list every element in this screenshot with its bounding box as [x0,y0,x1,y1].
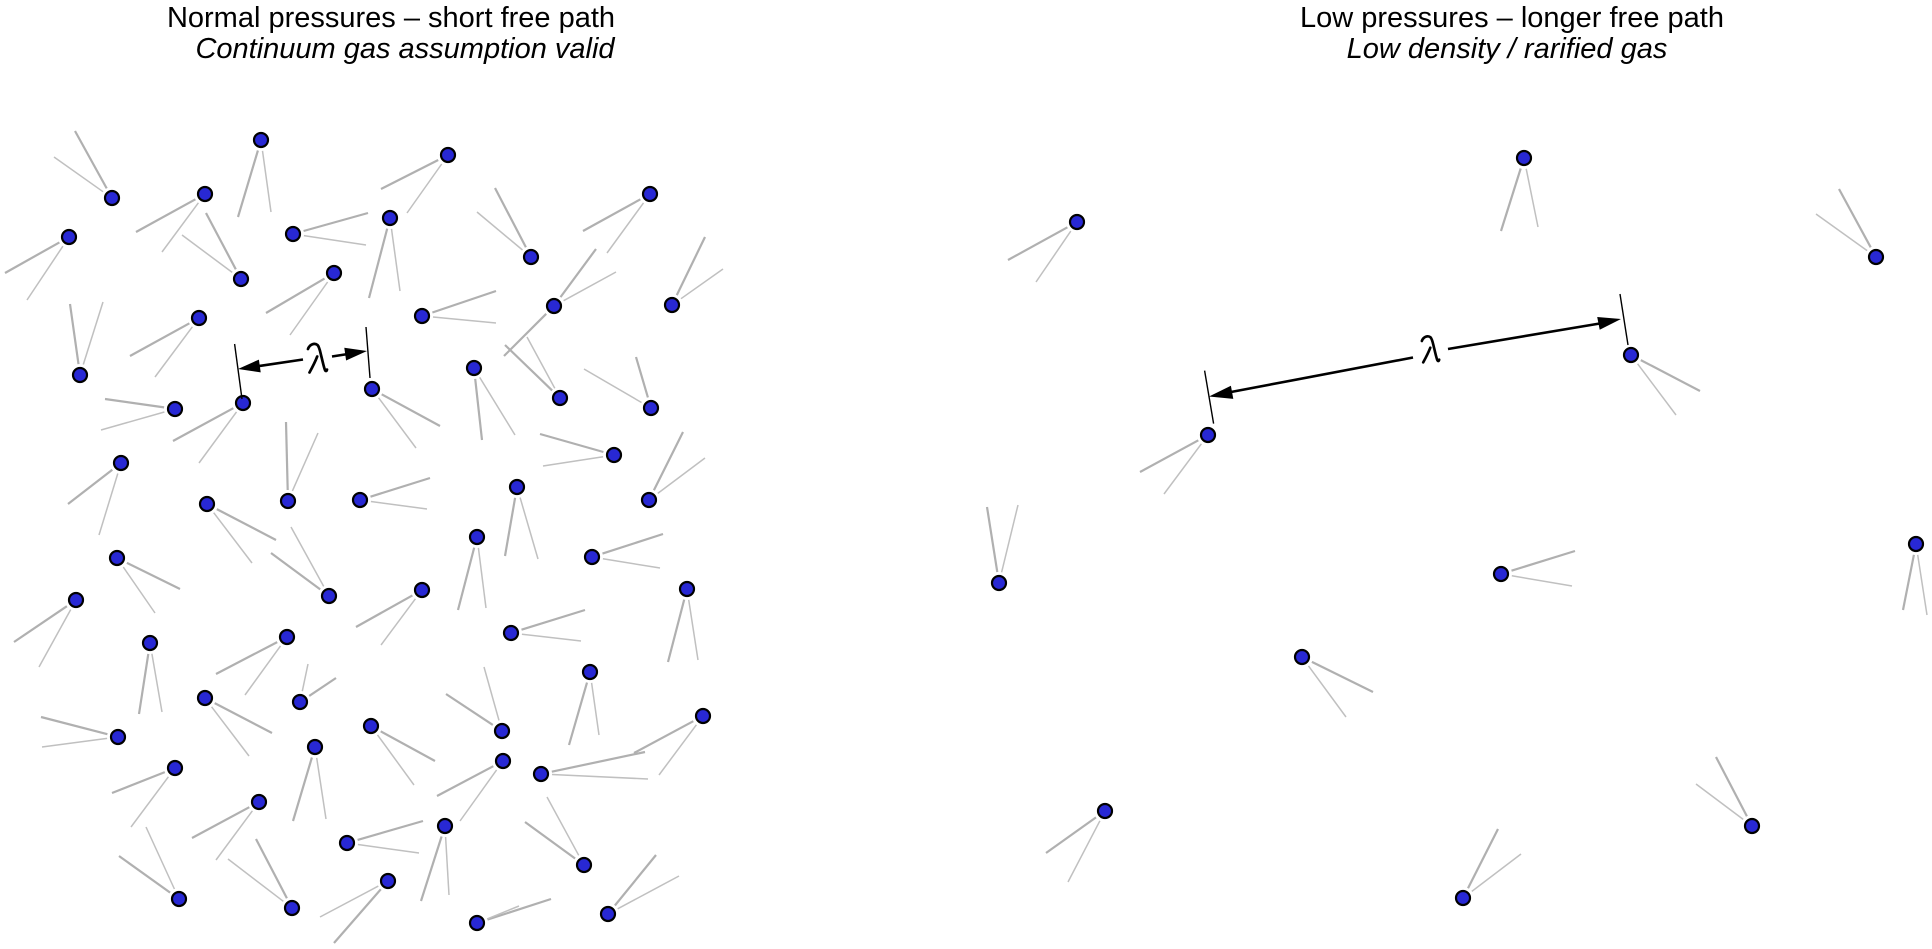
svg-text:Low pressures – longer free pa: Low pressures – longer free path [1300,2,1724,34]
svg-text:Normal pressures – short free: Normal pressures – short free path [167,2,615,34]
svg-text:Low density / rarified gas: Low density / rarified gas [1347,33,1668,65]
svg-text:Continuum gas assumption valid: Continuum gas assumption valid [195,33,615,65]
